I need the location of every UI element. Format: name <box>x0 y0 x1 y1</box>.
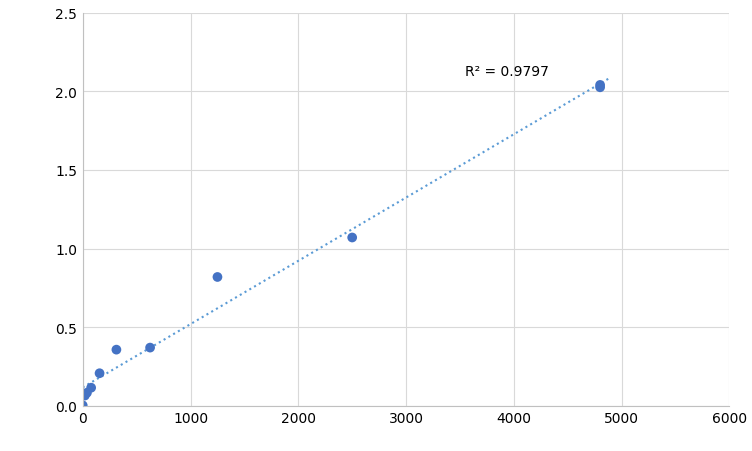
Point <box>85 384 97 391</box>
Point <box>144 344 156 351</box>
Point <box>111 346 123 354</box>
Text: R² = 0.9797: R² = 0.9797 <box>465 64 549 78</box>
Point <box>79 392 91 399</box>
Point <box>346 235 358 242</box>
Point <box>594 84 606 92</box>
Point <box>93 370 105 377</box>
Point <box>594 82 606 89</box>
Point <box>77 402 89 409</box>
Point <box>211 274 223 281</box>
Point <box>81 389 93 396</box>
